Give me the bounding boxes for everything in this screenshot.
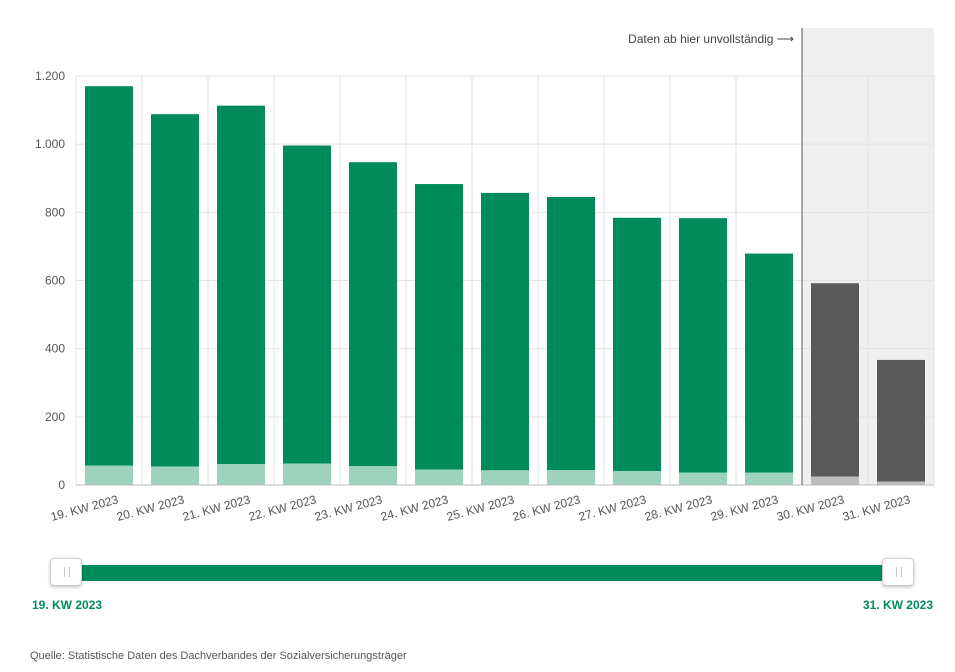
x-tick-label: 28. KW 2023 (643, 492, 714, 524)
bar-segment-upper (217, 105, 265, 465)
bar-segment-upper (811, 283, 859, 477)
bar-segment-upper (283, 145, 331, 464)
source-note: Quelle: Statistische Daten des Dachverba… (30, 650, 407, 662)
bar-segment-lower (481, 470, 529, 485)
bars (85, 86, 925, 485)
bar-segment-upper (151, 114, 199, 467)
bar-segment-lower (745, 472, 793, 485)
bar-segment-lower (547, 470, 595, 485)
range-start-label: 19. KW 2023 (32, 598, 103, 612)
range-slider-track[interactable] (66, 565, 898, 581)
x-tick-label: 23. KW 2023 (313, 492, 384, 524)
x-tick-label: 26. KW 2023 (511, 492, 582, 524)
incomplete-annotation: Daten ab hier unvollständig ⟶ (628, 32, 794, 46)
bar-segment-lower (613, 471, 661, 485)
bar-segment-upper (613, 217, 661, 472)
y-axis-labels: 0 200 400 600 800 1.000 1.200 (35, 69, 65, 492)
range-slider-start-handle[interactable] (50, 558, 82, 586)
bar-segment-upper (745, 253, 793, 473)
bar-segment-lower (217, 464, 265, 485)
bar-segment-upper (877, 359, 925, 482)
bar-segment-upper (679, 218, 727, 473)
y-tick-label: 800 (45, 205, 65, 219)
x-tick-label: 19. KW 2023 (49, 492, 120, 524)
y-tick-label: 1.000 (35, 137, 65, 151)
bar-segment-lower (85, 465, 133, 485)
x-tick-label: 21. KW 2023 (181, 492, 252, 524)
bar-segment-upper (85, 86, 133, 466)
x-tick-label: 25. KW 2023 (445, 492, 516, 524)
x-tick-label: 22. KW 2023 (247, 492, 318, 524)
bar-segment-lower (877, 481, 925, 485)
y-tick-label: 0 (58, 478, 65, 492)
range-slider-end-handle[interactable] (882, 558, 914, 586)
x-tick-label: 29. KW 2023 (709, 492, 780, 524)
bar-segment-lower (811, 476, 859, 485)
bar-segment-upper (481, 192, 529, 471)
x-tick-label: 20. KW 2023 (115, 492, 186, 524)
y-tick-label: 400 (45, 342, 65, 356)
range-slider[interactable] (50, 558, 914, 588)
bar-segment-upper (349, 162, 397, 467)
bar-segment-upper (547, 196, 595, 471)
range-end-label: 31. KW 2023 (862, 598, 933, 612)
bar-segment-lower (415, 469, 463, 485)
bar-segment-upper (415, 184, 463, 470)
bar-segment-lower (349, 466, 397, 485)
bar-segment-lower (283, 463, 331, 485)
y-tick-label: 1.200 (35, 69, 65, 83)
bar-chart: 0 200 400 600 800 1.000 1.200 Daten ab hier un… (35, 28, 935, 524)
bar-segment-lower (679, 472, 727, 485)
x-tick-label: 31. KW 2023 (841, 492, 912, 524)
x-tick-label: 24. KW 2023 (379, 492, 450, 524)
x-tick-label: 30. KW 2023 (775, 492, 846, 524)
x-tick-label: 27. KW 2023 (577, 492, 648, 524)
y-tick-label: 600 (45, 274, 65, 288)
y-tick-label: 200 (45, 410, 65, 424)
bar-segment-lower (151, 466, 199, 485)
